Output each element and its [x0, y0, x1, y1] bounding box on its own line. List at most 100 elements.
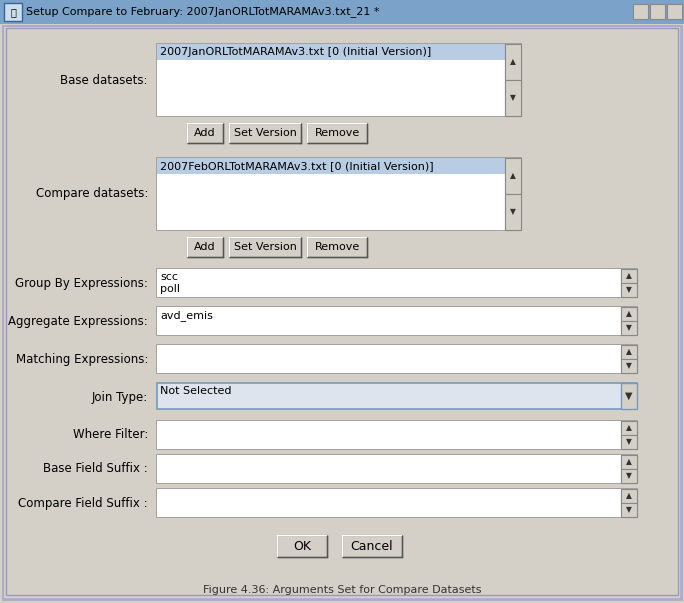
Bar [277, 535, 327, 557]
Bar [308, 124, 368, 144]
Text: Add: Add [194, 128, 216, 138]
Bar [157, 489, 621, 517]
Bar [308, 238, 368, 258]
Text: Where Filter:: Where Filter: [73, 429, 148, 441]
Text: Compare datasets:: Compare datasets: [36, 188, 148, 201]
Text: ▲: ▲ [510, 57, 516, 66]
Text: Compare Field Suffix :: Compare Field Suffix : [18, 496, 148, 510]
Bar [188, 238, 224, 258]
Text: Add: Add [194, 242, 216, 252]
Bar [307, 123, 367, 143]
Bar [230, 124, 302, 144]
Bar [621, 469, 637, 483]
Bar [188, 124, 224, 144]
Bar [621, 345, 637, 359]
Text: ▼: ▼ [626, 505, 632, 514]
Text: ▼: ▼ [626, 472, 632, 481]
Bar [157, 421, 637, 449]
Bar [505, 158, 521, 230]
Text: ▲: ▲ [626, 309, 632, 318]
Bar [4, 3, 22, 21]
Bar [621, 321, 637, 335]
Bar [621, 383, 637, 409]
Bar [621, 455, 637, 469]
Text: OK: OK [293, 540, 311, 552]
Bar [621, 307, 637, 321]
Bar [343, 536, 403, 558]
Text: ▲: ▲ [626, 491, 632, 500]
Text: 2007JanORLTotMARAMAv3.txt [0 (Initial Version)]: 2007JanORLTotMARAMAv3.txt [0 (Initial Ve… [160, 47, 431, 57]
Bar [229, 123, 301, 143]
Text: ▼: ▼ [626, 362, 632, 370]
Bar [157, 383, 637, 409]
Text: Set Version: Set Version [233, 128, 296, 138]
Bar [342, 535, 402, 557]
Bar [621, 489, 637, 517]
Bar [621, 455, 637, 483]
Text: avd_emis: avd_emis [160, 310, 213, 321]
Text: ▲: ▲ [626, 423, 632, 432]
Text: ▲: ▲ [626, 458, 632, 467]
Text: scc
poll: scc poll [160, 272, 180, 294]
Bar [187, 237, 223, 257]
Bar [621, 283, 637, 297]
Bar [229, 237, 301, 257]
Bar [621, 307, 637, 335]
Bar [621, 489, 637, 503]
Bar [621, 421, 637, 449]
Bar [157, 307, 621, 335]
Bar [505, 194, 521, 230]
Text: ▲: ▲ [626, 271, 632, 280]
Text: ▲: ▲ [510, 171, 516, 180]
Bar [157, 421, 621, 449]
Bar [621, 269, 637, 283]
Bar [187, 123, 223, 143]
Bar [621, 435, 637, 449]
Text: Figure 4.36: Arguments Set for Compare Datasets: Figure 4.36: Arguments Set for Compare D… [202, 585, 482, 595]
Text: ▼: ▼ [625, 391, 633, 401]
Text: ▼: ▼ [510, 207, 516, 216]
Bar [400, 2, 630, 22]
Bar [667, 4, 682, 19]
Bar [157, 158, 521, 230]
Text: Remove: Remove [315, 128, 360, 138]
Text: Group By Expressions:: Group By Expressions: [15, 277, 148, 289]
Bar [157, 489, 637, 517]
Bar [621, 269, 637, 297]
Text: Matching Expressions:: Matching Expressions: [16, 353, 148, 365]
Bar [633, 4, 648, 19]
Bar [0, 0, 684, 24]
Bar [157, 455, 621, 483]
Bar [230, 238, 302, 258]
Bar [621, 421, 637, 435]
Text: Setup Compare to February: 2007JanORLTotMARAMAv3.txt_21 *: Setup Compare to February: 2007JanORLTot… [26, 7, 380, 17]
Text: ▼: ▼ [626, 323, 632, 332]
Bar [157, 174, 505, 230]
Bar [157, 345, 637, 373]
Text: 🔧: 🔧 [10, 7, 16, 17]
Bar [157, 269, 621, 297]
Text: Cancel: Cancel [351, 540, 393, 552]
Bar [157, 307, 637, 335]
Text: Not Selected: Not Selected [160, 386, 231, 396]
Bar [505, 158, 521, 194]
Bar [278, 536, 328, 558]
Bar [621, 345, 637, 373]
Bar [157, 455, 637, 483]
Bar [157, 44, 521, 116]
Bar [157, 60, 505, 116]
Text: ▲: ▲ [626, 347, 632, 356]
Bar [505, 80, 521, 116]
Text: ▼: ▼ [626, 285, 632, 294]
Bar [621, 359, 637, 373]
Bar [157, 44, 505, 60]
Bar [505, 44, 521, 80]
Bar [157, 269, 637, 297]
Text: ▼: ▼ [510, 93, 516, 103]
Bar [621, 503, 637, 517]
Text: ▼: ▼ [626, 438, 632, 446]
Text: Join Type:: Join Type: [92, 391, 148, 403]
Bar [157, 345, 621, 373]
Bar [650, 4, 665, 19]
Text: Aggregate Expressions:: Aggregate Expressions: [8, 315, 148, 327]
